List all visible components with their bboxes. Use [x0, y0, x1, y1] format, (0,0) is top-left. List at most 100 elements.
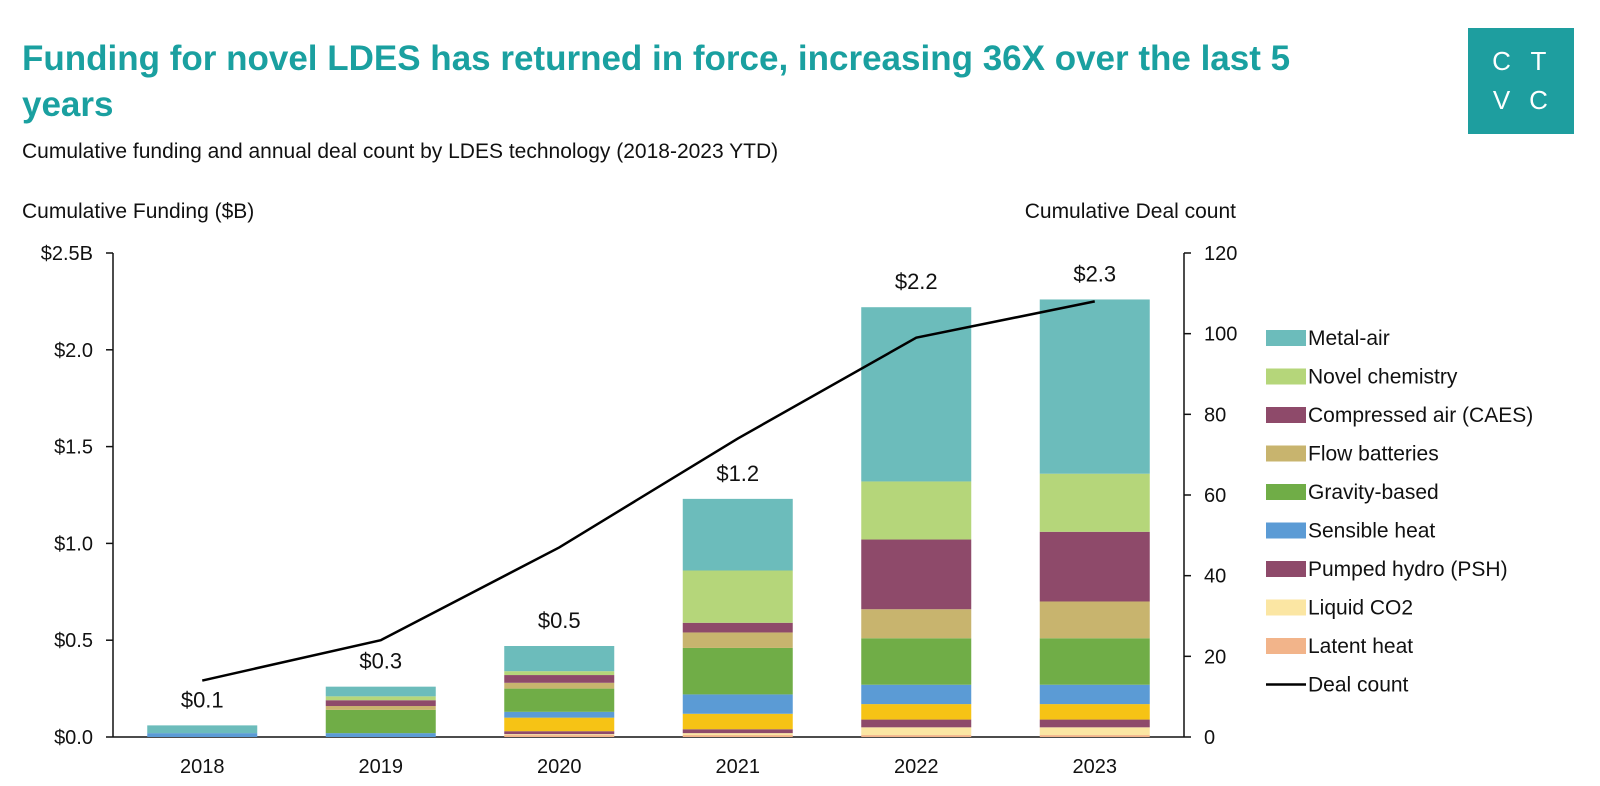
bar-segment	[1039, 531, 1150, 602]
bar-total-label: $2.3	[1073, 261, 1116, 286]
legend-label: Pumped hydro (PSH)	[1308, 558, 1508, 581]
legend-swatch	[1266, 484, 1306, 500]
bar-segment	[504, 711, 615, 718]
x-tick-label: 2021	[716, 756, 761, 778]
y-tick-label: $0.5	[54, 630, 93, 652]
legend-swatch	[1266, 330, 1306, 346]
bar-segment	[682, 735, 793, 737]
y2-tick-label: 40	[1204, 566, 1226, 588]
y2-tick-label: 20	[1204, 646, 1226, 668]
bar-segment	[504, 671, 615, 676]
bar-segment	[504, 735, 615, 737]
bar-segment	[861, 539, 972, 610]
y2-tick-label: 100	[1204, 324, 1237, 346]
bar-segment	[861, 609, 972, 639]
legend-swatch	[1266, 522, 1306, 539]
y2-tick-label: 80	[1204, 404, 1226, 426]
legend-swatch	[1266, 561, 1306, 577]
legend-swatch	[1266, 368, 1306, 385]
bar-segment	[1039, 473, 1150, 532]
bar-segment	[682, 498, 793, 571]
logo-letter: V	[1492, 85, 1513, 115]
bar-segment	[861, 735, 972, 737]
bar-segment	[682, 632, 793, 648]
bar-segment	[504, 688, 615, 712]
legend-label: Novel chemistry	[1308, 366, 1458, 389]
y-tick-label: $1.5	[54, 437, 93, 459]
x-tick-label: 2023	[1073, 756, 1118, 778]
x-tick-label: 2020	[537, 756, 582, 778]
logo-letter: T	[1530, 46, 1549, 76]
logo-letter: C	[1492, 46, 1513, 76]
bar-segment	[682, 694, 793, 714]
bar-segment	[1039, 601, 1150, 639]
bar-segment	[1039, 299, 1150, 474]
bar-segment	[1039, 684, 1150, 705]
legend-swatch	[1266, 638, 1306, 654]
x-tick-label: 2019	[359, 756, 404, 778]
legend-label: Deal count	[1308, 674, 1409, 697]
bar-segment	[682, 622, 793, 633]
bar-segment	[861, 638, 972, 685]
x-tick-label: 2018	[180, 756, 225, 778]
bar-segment	[504, 731, 615, 735]
bar-segment	[1039, 719, 1150, 728]
bar-segment	[325, 706, 436, 710]
bar-segment	[861, 307, 972, 482]
y2-tick-label: 60	[1204, 485, 1226, 507]
y-tick-label: $2.5B	[41, 243, 93, 265]
y-axis-title: Cumulative Funding ($B)	[22, 200, 254, 223]
bar-segment	[504, 682, 615, 689]
bar-segment	[325, 700, 436, 707]
x-tick-label: 2022	[894, 756, 939, 778]
bar-segment	[325, 733, 436, 737]
legend-label: Latent heat	[1308, 635, 1413, 658]
bar-segment	[1039, 704, 1150, 720]
bar-segment	[504, 717, 615, 732]
y-tick-label: $1.0	[54, 533, 93, 555]
bar-segment	[504, 646, 615, 672]
bar-segment	[325, 709, 436, 734]
bar-segment	[861, 727, 972, 736]
page-title: Funding for novel LDES has returned in f…	[22, 39, 1291, 124]
chart-subtitle: Cumulative funding and annual deal count…	[22, 140, 779, 163]
bar-segment	[682, 570, 793, 623]
bar-segment	[682, 729, 793, 734]
bar-total-label: $1.2	[716, 461, 759, 486]
bar-total-label: $0.5	[538, 608, 581, 633]
bar-segment	[325, 686, 436, 697]
legend-swatch	[1266, 599, 1306, 616]
bar-segment	[1039, 638, 1150, 685]
bar-segment	[861, 684, 972, 705]
legend-label: Gravity-based	[1308, 481, 1439, 504]
legend-label: Liquid CO2	[1308, 597, 1413, 620]
deal-count-line	[201, 300, 1095, 682]
bar-segment	[504, 734, 615, 736]
y2-tick-label: 0	[1204, 727, 1215, 749]
logo-letter: C	[1529, 85, 1550, 115]
y2-tick-label: 120	[1204, 243, 1237, 265]
bar-segment	[861, 481, 972, 540]
bar-segment	[147, 733, 258, 737]
legend-swatch	[1266, 445, 1306, 462]
bar-segment	[682, 733, 793, 736]
bar-total-label: $0.1	[181, 687, 224, 712]
legend-label: Compressed air (CAES)	[1308, 404, 1533, 427]
bar-segment	[861, 719, 972, 728]
legend-label: Sensible heat	[1308, 520, 1435, 543]
bar-segment	[504, 675, 615, 683]
bar-segment	[147, 725, 258, 734]
legend-swatch	[1266, 407, 1306, 423]
bar-segment	[682, 647, 793, 695]
ctvc-logo: C T V C	[1468, 28, 1574, 134]
bar-segment	[1039, 735, 1150, 737]
legend-label: Metal-air	[1308, 327, 1390, 350]
bar-segment	[325, 696, 436, 701]
bar-segment	[1039, 727, 1150, 736]
bar-segment	[861, 704, 972, 720]
y-tick-label: $2.0	[54, 340, 93, 362]
bar-total-label: $0.3	[359, 649, 402, 674]
bar-segment	[682, 713, 793, 730]
y2-axis-title: Cumulative Deal count	[1025, 200, 1236, 223]
